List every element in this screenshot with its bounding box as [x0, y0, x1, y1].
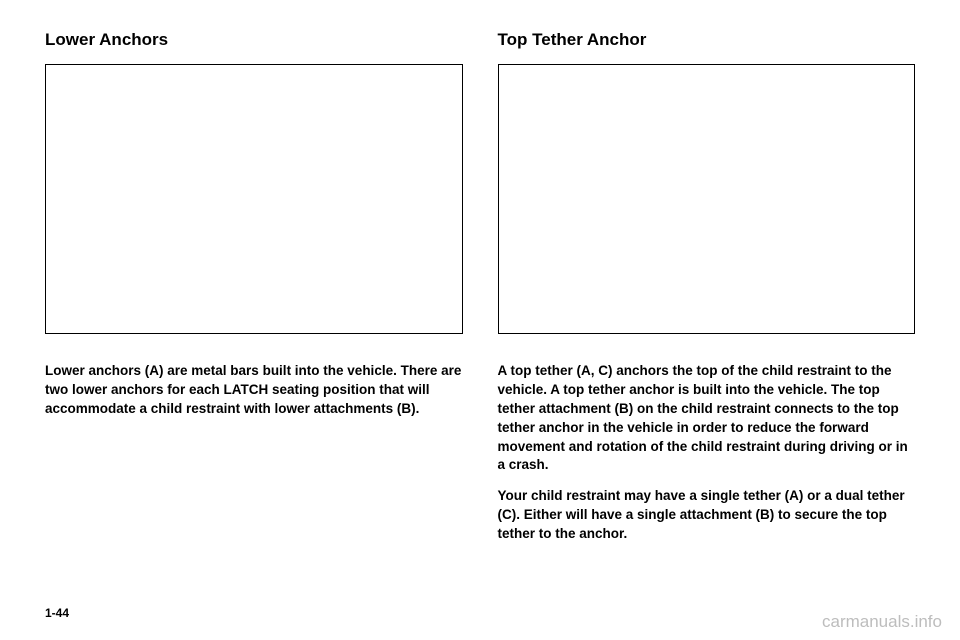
left-paragraph-1: Lower anchors (A) are metal bars built i…: [45, 362, 463, 419]
right-paragraph-1: A top tether (A, C) anchors the top of t…: [498, 362, 916, 475]
right-column: Top Tether Anchor A top tether (A, C) an…: [498, 30, 916, 556]
right-paragraph-2: Your child restraint may have a single t…: [498, 487, 916, 544]
left-heading: Lower Anchors: [45, 30, 463, 50]
right-heading: Top Tether Anchor: [498, 30, 916, 50]
left-column: Lower Anchors Lower anchors (A) are meta…: [45, 30, 463, 556]
watermark: carmanuals.info: [822, 612, 942, 632]
page-number: 1-44: [45, 606, 69, 620]
left-figure-placeholder: [45, 64, 463, 334]
right-figure-placeholder: [498, 64, 916, 334]
